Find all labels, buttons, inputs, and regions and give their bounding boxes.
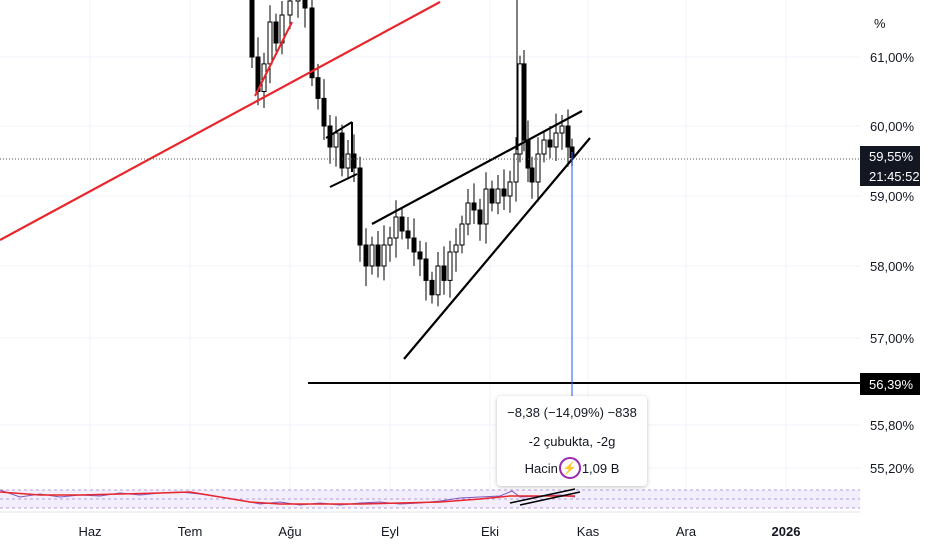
candle-body bbox=[477, 209, 483, 225]
candle-body bbox=[393, 216, 399, 239]
measure-volume-row: Hacin ⚡ 1,09 B bbox=[497, 457, 647, 479]
candle-body bbox=[267, 21, 273, 65]
y-tick-label: 55,20% bbox=[870, 461, 915, 476]
candle-body bbox=[453, 244, 459, 253]
measure-tooltip: −8,38 (−14,09%) −838 -2 çubukta, -2g Hac… bbox=[497, 396, 647, 486]
candle-body bbox=[339, 132, 345, 169]
candle-body bbox=[287, 0, 293, 16]
y-tick-label: 61,00% bbox=[870, 50, 915, 65]
x-tick-label: Eyl bbox=[381, 524, 399, 539]
candle-body bbox=[321, 97, 327, 127]
candle-body bbox=[513, 153, 519, 183]
candle-body bbox=[525, 139, 531, 169]
y-tick-label: 60,00% bbox=[870, 119, 915, 134]
candle-body bbox=[521, 63, 527, 141]
candle-body bbox=[535, 153, 541, 183]
channel-box-top[interactable] bbox=[325, 121, 353, 139]
candle-body bbox=[495, 188, 501, 204]
candle-body bbox=[465, 202, 471, 225]
drawings[interactable] bbox=[0, 1, 860, 396]
candle-body bbox=[381, 244, 387, 267]
candle-body bbox=[559, 125, 565, 134]
time-axis[interactable]: Haz Tem Ağu Eyl Eki Kas Ara 2026 bbox=[0, 511, 860, 539]
candle-body bbox=[471, 202, 477, 211]
x-tick-label: Ağu bbox=[278, 524, 301, 539]
y-tick-label: 58,00% bbox=[870, 259, 915, 274]
indicator-pane bbox=[0, 488, 860, 509]
measure-change-text: −8,38 (−14,09%) −838 bbox=[507, 405, 637, 420]
x-tick-label: 2026 bbox=[772, 524, 801, 539]
candle-body bbox=[363, 244, 369, 267]
x-tick-label: Kas bbox=[577, 524, 600, 539]
candles bbox=[249, 0, 575, 307]
candle-body bbox=[553, 132, 559, 148]
y-tick-label: 55,80% bbox=[870, 418, 915, 433]
candle-body bbox=[423, 258, 429, 281]
candle-body bbox=[441, 265, 447, 281]
indicator-trendline-1[interactable] bbox=[509, 488, 576, 504]
price-axis-unit: % bbox=[874, 16, 886, 31]
x-tick-label: Haz bbox=[78, 524, 101, 539]
candle-body bbox=[375, 244, 381, 267]
candle-body bbox=[315, 77, 321, 99]
candle-body bbox=[369, 244, 375, 267]
measure-volume-label: Hacin bbox=[524, 460, 558, 476]
price-axis[interactable]: % 61,00% 60,00% 59,00% 58,00% 57,00% 55,80% 55… bbox=[860, 0, 932, 550]
candle-body bbox=[333, 132, 339, 148]
svg-text:21:45:52: 21:45:52 bbox=[869, 169, 920, 184]
current-price-badge: 59,55% bbox=[860, 146, 920, 166]
candle-body bbox=[489, 188, 495, 204]
indicator-red-line bbox=[0, 491, 575, 505]
measure-bars-text: -2 çubukta, -2g bbox=[528, 434, 616, 449]
indicator-purple-line bbox=[0, 489, 576, 506]
candle-body bbox=[411, 237, 417, 253]
candle-body bbox=[387, 237, 393, 246]
candle-body bbox=[405, 230, 411, 239]
candle-body bbox=[399, 216, 405, 232]
candle-body bbox=[295, 0, 301, 2]
y-tick-label: 57,00% bbox=[870, 331, 915, 346]
horizontal-line-badge: 56,39% bbox=[860, 373, 920, 395]
candle-body bbox=[435, 265, 441, 296]
candle-body bbox=[541, 139, 547, 155]
candle-body bbox=[345, 153, 351, 169]
candle-body bbox=[459, 223, 465, 246]
grid bbox=[0, 0, 860, 512]
candle-body bbox=[357, 167, 363, 246]
candle-body bbox=[249, 0, 255, 58]
countdown-badge: 21:45:52 bbox=[860, 166, 920, 186]
candle-body bbox=[547, 139, 553, 148]
measure-volume-value: 1,09 B bbox=[581, 460, 620, 476]
wedge-lower-line[interactable] bbox=[403, 137, 591, 360]
x-tick-label: Ara bbox=[676, 524, 697, 539]
candle-body bbox=[501, 188, 507, 197]
candle-body bbox=[447, 251, 453, 281]
candle-body bbox=[517, 63, 523, 155]
candle-body bbox=[507, 181, 513, 197]
candle-body bbox=[417, 251, 423, 260]
candle-body bbox=[429, 279, 435, 296]
candle-body bbox=[309, 7, 315, 79]
red-trendline[interactable] bbox=[0, 1, 441, 241]
indicator-trendline-2[interactable] bbox=[519, 491, 581, 506]
x-tick-label: Eki bbox=[481, 524, 499, 539]
candle-body bbox=[565, 125, 571, 148]
candle-body bbox=[273, 21, 279, 44]
candle-body bbox=[302, 0, 308, 9]
wedge-upper-line[interactable] bbox=[371, 110, 583, 225]
candle-body bbox=[529, 167, 535, 183]
red-trendline-small[interactable] bbox=[254, 21, 293, 97]
candle-body bbox=[483, 188, 489, 225]
channel-box-bottom[interactable] bbox=[329, 173, 358, 188]
svg-text:59,55%: 59,55% bbox=[869, 149, 914, 164]
svg-text:56,39%: 56,39% bbox=[869, 377, 914, 392]
x-tick-label: Tem bbox=[178, 524, 203, 539]
y-tick-label: 59,00% bbox=[870, 189, 915, 204]
lightning-icon: ⚡ bbox=[558, 457, 581, 479]
